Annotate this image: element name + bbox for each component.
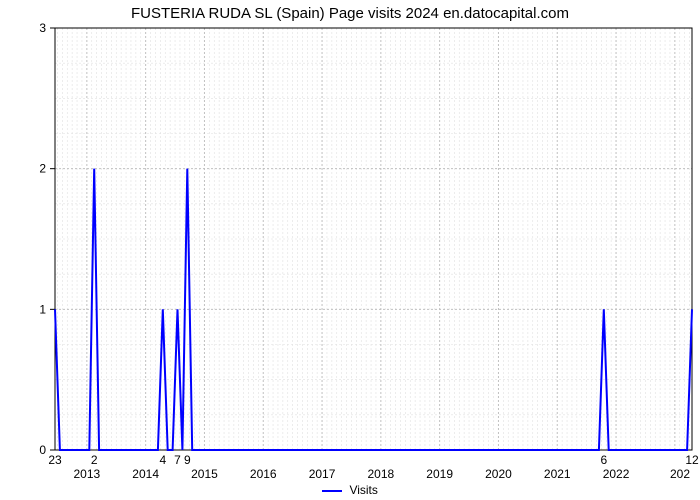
x-year-label: 2020 [485, 467, 512, 481]
x-tick-label: 23 [48, 453, 62, 467]
y-tick-label: 2 [39, 162, 46, 176]
y-tick-label: 0 [39, 443, 46, 457]
x-year-label: 2016 [250, 467, 277, 481]
y-tick-label: 3 [39, 21, 46, 35]
x-tick-label: 12 [685, 453, 699, 467]
x-year-label: 202 [670, 467, 690, 481]
x-year-label: 2014 [132, 467, 159, 481]
x-tick-label: 9 [184, 453, 191, 467]
x-year-label: 2022 [603, 467, 630, 481]
x-tick-label: 6 [600, 453, 607, 467]
chart-svg: 0123201320142015201620172018201920202021… [0, 0, 700, 500]
x-year-label: 2018 [367, 467, 394, 481]
legend: Visits [0, 483, 700, 497]
x-year-label: 2017 [309, 467, 336, 481]
chart-container: FUSTERIA RUDA SL (Spain) Page visits 202… [0, 0, 700, 500]
x-year-label: 2015 [191, 467, 218, 481]
x-tick-label: 4 [159, 453, 166, 467]
x-year-label: 2021 [544, 467, 571, 481]
x-tick-label: 2 [91, 453, 98, 467]
legend-label: Visits [349, 483, 377, 497]
legend-swatch [322, 490, 342, 492]
x-year-label: 2013 [73, 467, 100, 481]
x-tick-label: 7 [174, 453, 181, 467]
x-year-label: 2019 [426, 467, 453, 481]
y-tick-label: 1 [39, 302, 46, 316]
